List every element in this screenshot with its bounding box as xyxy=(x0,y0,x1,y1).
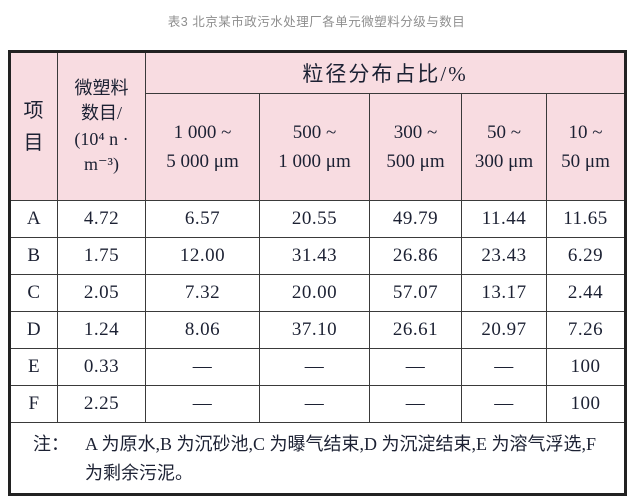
header-size-10-50: 10 ~ 50 μm xyxy=(545,93,627,201)
value-cell: 49.79 xyxy=(369,200,462,238)
row-label: F xyxy=(9,385,58,423)
note-text: A 为原水,B 为沉砂池,C 为曝气结束,D 为沉淀结束,E 为溶气浮选,F 为… xyxy=(85,434,597,483)
row-label: C xyxy=(9,274,58,312)
value-cell: — xyxy=(145,348,260,386)
count-cell: 2.25 xyxy=(57,385,146,423)
value-cell: 6.29 xyxy=(545,237,627,275)
table-header: 项 目 微塑料 数目/ (10⁴ n · m⁻³) 粒径分布占比/% 1 000… xyxy=(9,51,627,201)
row-label: B xyxy=(9,237,58,275)
table-row-f: F 2.25 — — — — 100 xyxy=(9,385,627,423)
data-table: 项 目 微塑料 数目/ (10⁴ n · m⁻³) 粒径分布占比/% 1 000… xyxy=(8,50,628,496)
value-cell: 20.00 xyxy=(259,274,370,312)
value-cell: 31.43 xyxy=(259,237,370,275)
header-size-500-1000: 500 ~ 1 000 μm xyxy=(259,93,370,201)
note-label: 注： xyxy=(33,434,69,454)
row-label: A xyxy=(9,200,58,238)
value-cell: 7.26 xyxy=(545,311,627,349)
table-row-a: A 4.72 6.57 20.55 49.79 11.44 11.65 xyxy=(9,200,627,238)
table-row-d: D 1.24 8.06 37.10 26.61 20.97 7.26 xyxy=(9,311,627,349)
count-cell: 2.05 xyxy=(57,274,146,312)
count-cell: 1.75 xyxy=(57,237,146,275)
header-size-1000-5000: 1 000 ~ 5 000 μm xyxy=(145,93,260,201)
count-cell: 4.72 xyxy=(57,200,146,238)
header-size-50-300: 50 ~ 300 μm xyxy=(461,93,547,201)
value-cell: — xyxy=(461,385,547,423)
value-cell: 12.00 xyxy=(145,237,260,275)
value-cell: — xyxy=(461,348,547,386)
table-body: A 4.72 6.57 20.55 49.79 11.44 11.65 B 1.… xyxy=(9,200,627,423)
table-row-b: B 1.75 12.00 31.43 26.86 23.43 6.29 xyxy=(9,237,627,275)
value-cell: 37.10 xyxy=(259,311,370,349)
note-row: 注： A 为原水,B 为沉砂池,C 为曝气结束,D 为沉淀结束,E 为溶气浮选,… xyxy=(8,422,627,495)
value-cell: 26.61 xyxy=(369,311,462,349)
header-row-sizes: 1 000 ~ 5 000 μm 500 ~ 1 000 μm 300 ~ 50… xyxy=(10,93,627,201)
value-cell: 100 xyxy=(545,385,627,423)
value-cell: 2.44 xyxy=(545,274,627,312)
header-item-column: 项 目 xyxy=(9,51,58,201)
value-cell: 11.44 xyxy=(461,200,547,238)
count-cell: 1.24 xyxy=(57,311,146,349)
count-cell: 0.33 xyxy=(57,348,146,386)
value-cell: 11.65 xyxy=(545,200,627,238)
header-microplastic-count: 微塑料 数目/ (10⁴ n · m⁻³) xyxy=(57,51,146,201)
value-cell: 20.55 xyxy=(259,200,370,238)
table-row-c: C 2.05 7.32 20.00 57.07 13.17 2.44 xyxy=(9,274,627,312)
value-cell: 57.07 xyxy=(369,274,462,312)
value-cell: — xyxy=(259,348,370,386)
header-size-distribution: 粒径分布占比/% xyxy=(144,51,627,94)
value-cell: 6.57 xyxy=(145,200,260,238)
value-cell: 13.17 xyxy=(461,274,547,312)
value-cell: 8.06 xyxy=(145,311,260,349)
note-content: 注： A 为原水,B 为沉砂池,C 为曝气结束,D 为沉淀结束,E 为溶气浮选,… xyxy=(11,423,624,488)
value-cell: — xyxy=(369,385,462,423)
table-caption: 表3 北京某市政污水处理厂各单元微塑料分级与数目 xyxy=(167,15,466,29)
table-row-e: E 0.33 — — — — 100 xyxy=(9,348,627,386)
note-cell: 注： A 为原水,B 为沉砂池,C 为曝气结束,D 为沉淀结束,E 为溶气浮选,… xyxy=(8,422,627,495)
value-cell: — xyxy=(259,385,370,423)
value-cell: — xyxy=(369,348,462,386)
table-footer: 注： A 为原水,B 为沉砂池,C 为曝气结束,D 为沉淀结束,E 为溶气浮选,… xyxy=(8,422,627,495)
value-cell: 20.97 xyxy=(461,311,547,349)
header-size-300-500: 300 ~ 500 μm xyxy=(369,93,462,201)
value-cell: — xyxy=(145,385,260,423)
value-cell: 26.86 xyxy=(369,237,462,275)
value-cell: 23.43 xyxy=(461,237,547,275)
row-label: D xyxy=(9,311,58,349)
row-label: E xyxy=(9,348,58,386)
header-row-top: 项 目 微塑料 数目/ (10⁴ n · m⁻³) 粒径分布占比/% xyxy=(9,51,627,201)
value-cell: 7.32 xyxy=(145,274,260,312)
value-cell: 100 xyxy=(545,348,627,386)
